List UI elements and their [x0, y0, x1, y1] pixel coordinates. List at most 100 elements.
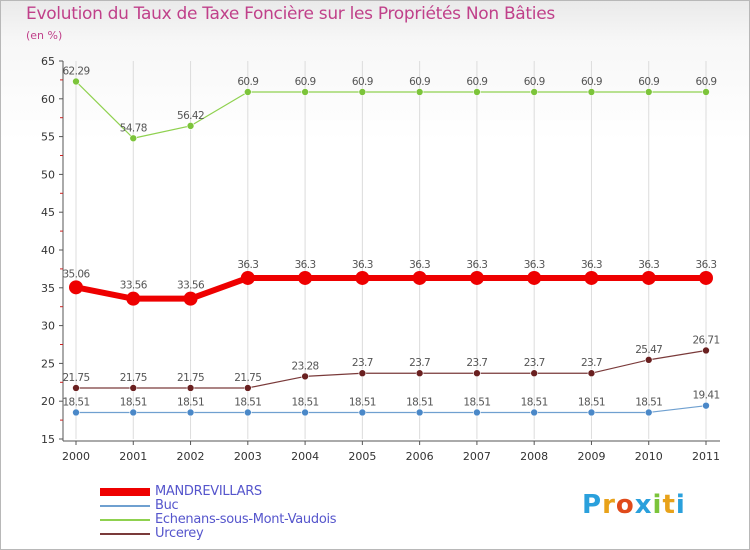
data-label-urcerey: 21.75: [120, 372, 147, 384]
data-point-mandrevillars: [69, 280, 83, 294]
data-label-urcerey: 26.71: [692, 334, 719, 346]
data-label-echenans-sous-mont-vaudois: 56.42: [177, 110, 204, 122]
data-point-urcerey: [244, 384, 251, 391]
x-tick-label: 2007: [463, 450, 491, 463]
data-point-mandrevillars: [584, 271, 598, 285]
series-line-buc: [76, 406, 706, 413]
y-tick-label: 65: [41, 55, 55, 68]
data-label-urcerey: 23.7: [466, 357, 487, 369]
series-line-urcerey: [76, 350, 706, 387]
data-label-buc: 18.51: [349, 396, 376, 408]
data-label-urcerey: 25.47: [635, 344, 662, 356]
data-label-buc: 18.51: [521, 396, 548, 408]
data-point-echenans-sous-mont-vaudois: [359, 88, 366, 95]
data-point-echenans-sous-mont-vaudois: [302, 88, 309, 95]
data-point-echenans-sous-mont-vaudois: [130, 135, 137, 142]
series-line-mandrevillars: [76, 278, 706, 299]
line-chart: 15202530354045505560652000 2001 2002 2003 20…: [0, 0, 750, 550]
y-tick-label: 35: [41, 282, 55, 295]
x-tick-label: 2002: [177, 450, 205, 463]
logo-letter: i: [676, 490, 686, 520]
data-point-buc: [244, 409, 251, 416]
data-label-buc: 18.51: [635, 396, 662, 408]
x-tick-label: 2005: [348, 450, 376, 463]
data-label-echenans-sous-mont-vaudois: 60.9: [638, 76, 659, 88]
data-label-buc: 18.51: [578, 396, 605, 408]
data-label-buc: 18.51: [177, 396, 204, 408]
y-tick-label: 30: [41, 320, 55, 333]
data-point-urcerey: [703, 347, 710, 354]
proxiti-logo: Proxiti: [582, 490, 686, 520]
data-point-buc: [187, 409, 194, 416]
x-tick-label: 2003: [234, 450, 262, 463]
data-label-mandrevillars: 36.3: [237, 259, 258, 271]
legend-swatch: [100, 505, 150, 507]
data-label-mandrevillars: 36.3: [409, 259, 430, 271]
data-point-mandrevillars: [527, 271, 541, 285]
data-point-urcerey: [588, 370, 595, 377]
data-label-echenans-sous-mont-vaudois: 60.9: [581, 76, 602, 88]
data-label-buc: 18.51: [292, 396, 319, 408]
data-label-mandrevillars: 36.3: [352, 259, 373, 271]
data-label-echenans-sous-mont-vaudois: 60.9: [524, 76, 545, 88]
data-label-buc: 19.41: [692, 390, 719, 402]
data-point-mandrevillars: [642, 271, 656, 285]
legend-swatch: [100, 519, 150, 521]
data-point-echenans-sous-mont-vaudois: [588, 88, 595, 95]
y-tick-label: 25: [41, 357, 55, 370]
data-label-buc: 18.51: [463, 396, 490, 408]
data-label-mandrevillars: 36.3: [524, 259, 545, 271]
data-point-mandrevillars: [126, 292, 140, 306]
data-point-buc: [302, 409, 309, 416]
y-tick-label: 60: [41, 93, 55, 106]
data-label-urcerey: 23.7: [581, 357, 602, 369]
data-point-buc: [73, 409, 80, 416]
data-point-buc: [473, 409, 480, 416]
y-tick-label: 15: [41, 433, 55, 446]
y-tick-label: 55: [41, 131, 55, 144]
data-point-echenans-sous-mont-vaudois: [473, 88, 480, 95]
data-label-echenans-sous-mont-vaudois: 60.9: [466, 76, 487, 88]
legend-swatch: [100, 488, 150, 496]
data-label-mandrevillars: 36.3: [581, 259, 602, 271]
legend-swatch: [100, 533, 150, 535]
y-tick-label: 50: [41, 168, 55, 181]
logo-letter: P: [582, 490, 602, 520]
logo-letter: o: [616, 490, 635, 520]
data-label-urcerey: 23.7: [524, 357, 545, 369]
x-tick-label: 2006: [406, 450, 434, 463]
y-tick-label: 45: [41, 206, 55, 219]
y-tick-label: 40: [41, 244, 55, 257]
data-label-echenans-sous-mont-vaudois: 54.78: [120, 122, 147, 134]
data-point-echenans-sous-mont-vaudois: [531, 88, 538, 95]
logo-letter: r: [602, 490, 616, 520]
data-label-echenans-sous-mont-vaudois: 60.9: [352, 76, 373, 88]
y-tick-label: 20: [41, 395, 55, 408]
data-point-echenans-sous-mont-vaudois: [416, 88, 423, 95]
data-label-urcerey: 23.7: [409, 357, 430, 369]
legend-label: Buc: [155, 499, 178, 513]
legend-label: Urcerey: [155, 527, 203, 541]
data-label-buc: 18.51: [234, 396, 261, 408]
data-label-buc: 18.51: [406, 396, 433, 408]
data-point-mandrevillars: [470, 271, 484, 285]
data-point-mandrevillars: [413, 271, 427, 285]
data-label-urcerey: 23.28: [292, 360, 319, 372]
data-point-buc: [703, 402, 710, 409]
data-label-echenans-sous-mont-vaudois: 60.9: [295, 76, 316, 88]
data-label-urcerey: 23.7: [352, 357, 373, 369]
data-label-mandrevillars: 36.3: [466, 259, 487, 271]
logo-letter: t: [662, 490, 675, 520]
data-point-echenans-sous-mont-vaudois: [703, 88, 710, 95]
data-label-mandrevillars: 36.3: [696, 259, 717, 271]
data-point-urcerey: [187, 384, 194, 391]
series-line-echenans-sous-mont-vaudois: [76, 81, 706, 138]
data-point-urcerey: [416, 370, 423, 377]
data-point-buc: [531, 409, 538, 416]
data-label-mandrevillars: 36.3: [638, 259, 659, 271]
data-label-urcerey: 21.75: [62, 372, 89, 384]
x-tick-label: 2001: [119, 450, 147, 463]
data-point-mandrevillars: [355, 271, 369, 285]
legend-label: MANDREVILLARS: [155, 485, 262, 499]
data-label-echenans-sous-mont-vaudois: 60.9: [237, 76, 258, 88]
